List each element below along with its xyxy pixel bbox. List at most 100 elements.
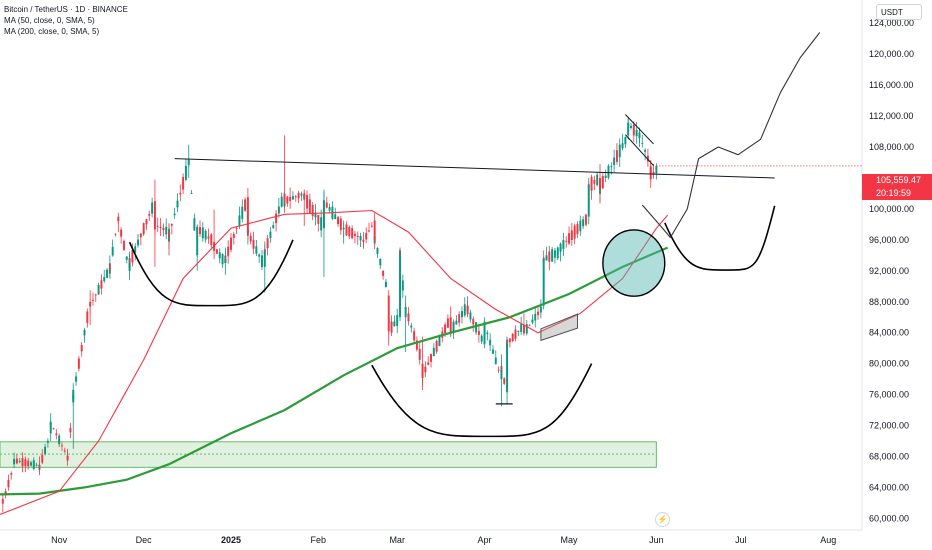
candle-body bbox=[599, 177, 602, 188]
time-tick-label: 2025 bbox=[221, 535, 241, 545]
price-tick-label: 76,000.00 bbox=[869, 390, 909, 400]
price-axis[interactable]: 60,000.00 64,000.00 68,000.00 72,000.00 76,0… bbox=[869, 18, 914, 523]
candle-body bbox=[601, 176, 604, 189]
candle-body bbox=[497, 369, 500, 371]
candle-body bbox=[353, 233, 356, 237]
channel-upper-line bbox=[625, 114, 654, 145]
candle-body bbox=[63, 450, 66, 452]
candle-body bbox=[514, 329, 517, 339]
candle-body bbox=[351, 228, 354, 239]
candle-body bbox=[190, 193, 193, 194]
candle-body bbox=[41, 454, 44, 463]
candle-body bbox=[545, 255, 548, 261]
candle-body bbox=[525, 324, 528, 334]
candle-body bbox=[384, 281, 387, 288]
candle-body bbox=[263, 251, 266, 267]
candle-body bbox=[145, 219, 148, 225]
price-tick-label: 96,000.00 bbox=[869, 235, 909, 245]
candle-body bbox=[137, 239, 140, 246]
candle-body bbox=[649, 166, 652, 174]
candle-body bbox=[568, 233, 571, 244]
price-tick-label: 88,000.00 bbox=[869, 297, 909, 307]
candle-body bbox=[322, 201, 325, 229]
candle-body bbox=[444, 324, 447, 334]
candle-body bbox=[500, 369, 503, 380]
candle-body bbox=[539, 306, 542, 313]
candle-body bbox=[604, 175, 607, 178]
currency-button[interactable]: USDT bbox=[876, 4, 922, 20]
candle-body bbox=[227, 246, 230, 257]
candle-body bbox=[230, 237, 232, 250]
candle-body bbox=[308, 199, 311, 213]
candle-body bbox=[131, 249, 134, 263]
time-axis[interactable]: Nov Dec 2025 Feb Mar Apr May Jun Jul Aug bbox=[51, 535, 836, 545]
candle-body bbox=[469, 312, 472, 320]
candle-body bbox=[494, 357, 497, 364]
candle-body bbox=[125, 256, 128, 260]
ma200-line bbox=[0, 246, 669, 496]
candle-body bbox=[314, 212, 317, 218]
candle-body bbox=[511, 333, 514, 341]
lightning-icon[interactable]: ⚡ bbox=[655, 512, 670, 527]
candle-body bbox=[80, 345, 83, 352]
candle-body bbox=[373, 220, 376, 240]
candle-body bbox=[342, 228, 345, 230]
candle-body bbox=[553, 250, 556, 258]
candle-body bbox=[503, 378, 506, 384]
candle-body bbox=[173, 213, 176, 216]
candle-body bbox=[232, 233, 235, 239]
candle-body bbox=[286, 196, 289, 204]
candle-body bbox=[182, 176, 185, 190]
candle-body bbox=[635, 129, 638, 137]
channel-lower-line bbox=[625, 134, 654, 166]
candle-body bbox=[97, 284, 100, 295]
cup-arc bbox=[128, 239, 294, 307]
candle-body bbox=[30, 462, 32, 466]
candle-body bbox=[576, 224, 579, 235]
price-tick-label: 84,000.00 bbox=[869, 328, 909, 338]
candle-body bbox=[300, 193, 303, 196]
candle-body bbox=[452, 321, 455, 333]
candle-body bbox=[32, 460, 35, 469]
candle-body bbox=[630, 125, 632, 128]
candle-body bbox=[89, 301, 92, 306]
candle-body bbox=[520, 324, 523, 332]
candle-body bbox=[72, 394, 75, 403]
candle-body bbox=[199, 227, 201, 235]
candle-body bbox=[266, 238, 269, 249]
candle-body bbox=[111, 246, 114, 256]
candle-body bbox=[317, 214, 320, 224]
ma50-line bbox=[0, 209, 669, 516]
candle-body bbox=[565, 241, 568, 242]
candle-body bbox=[477, 330, 480, 336]
candle-body bbox=[246, 197, 249, 233]
candle-body bbox=[235, 228, 238, 229]
cup-arc bbox=[664, 205, 776, 271]
candle-body bbox=[75, 376, 78, 382]
candle-body bbox=[491, 349, 494, 354]
candle-body bbox=[153, 201, 156, 225]
candle-body bbox=[168, 232, 171, 236]
candle-body bbox=[430, 353, 432, 362]
candle-body bbox=[570, 230, 573, 241]
candle-body bbox=[108, 268, 111, 270]
candle-body bbox=[69, 427, 72, 433]
candle-body bbox=[207, 236, 210, 239]
symbol-title[interactable]: Bitcoin / TetherUS · 1D · BINANCE bbox=[4, 5, 128, 14]
price-tick-label: 100,000.00 bbox=[869, 204, 914, 214]
candle-body bbox=[311, 205, 314, 217]
candle-body bbox=[94, 294, 97, 296]
candle-body bbox=[320, 217, 323, 231]
candle-body bbox=[475, 322, 478, 333]
ma200-legend[interactable]: MA (200, close, 0, SMA, 5) bbox=[4, 27, 100, 36]
candle-body bbox=[365, 232, 368, 240]
candle-body bbox=[297, 193, 300, 199]
candle-body bbox=[35, 464, 38, 466]
candle-body bbox=[531, 319, 534, 323]
ma50-legend[interactable]: MA (50, close, 0, SMA, 5) bbox=[4, 16, 95, 25]
candle-body bbox=[508, 338, 511, 343]
candle-body bbox=[196, 228, 199, 256]
candle-body bbox=[562, 240, 565, 249]
candle-body bbox=[407, 313, 410, 322]
